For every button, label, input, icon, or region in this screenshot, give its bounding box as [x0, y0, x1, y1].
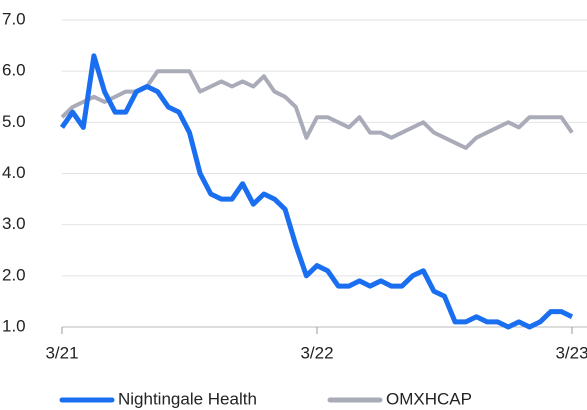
legend-label: OMXHCAP [386, 389, 472, 408]
x-tick-label: 3/22 [300, 343, 333, 362]
y-tick-label: 6.0 [2, 61, 26, 80]
y-tick-label: 4.0 [2, 163, 26, 182]
y-tick-label: 7.0 [2, 9, 26, 28]
y-tick-label: 3.0 [2, 214, 26, 233]
x-tick-label: 3/21 [45, 343, 78, 362]
y-tick-label: 5.0 [2, 112, 26, 131]
series-line [59, 53, 574, 330]
series-line [60, 69, 574, 150]
legend-label: Nightingale Health [118, 389, 257, 408]
y-tick-label: 2.0 [2, 265, 26, 284]
y-tick-label: 1.0 [2, 316, 26, 335]
x-tick-label: 3/23 [555, 343, 587, 362]
